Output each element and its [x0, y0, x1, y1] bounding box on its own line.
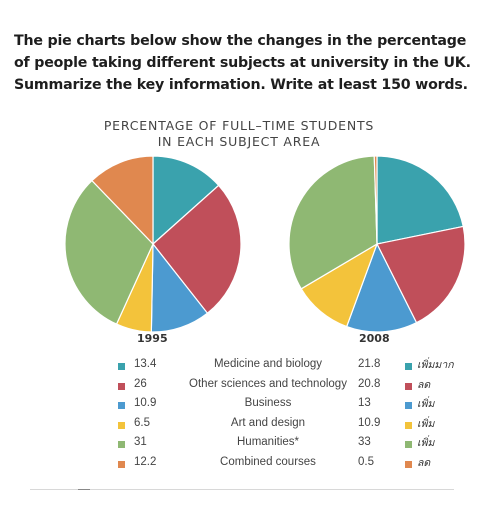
pie-slice-2008-humanities [288, 155, 378, 290]
legend-swatch-1995 [118, 441, 125, 449]
category-label: Humanities* [237, 436, 299, 449]
pie-chart-2008 [288, 155, 466, 333]
value-2008: 13 [358, 397, 371, 410]
legend-swatch-1995 [118, 363, 125, 370]
value-1995: 10.9 [134, 397, 157, 410]
legend-row-humanities: 31 Humanities* 33 เพิ่ม [0, 436, 478, 455]
pie-slice-1995-other-sciences-and-technology [152, 184, 242, 315]
handwritten-note: เพิ่ม [417, 417, 435, 430]
value-2008: 21.8 [358, 358, 381, 370]
prompt-line-3: Summarize the key information. Write at … [14, 77, 468, 93]
category-label: Medicine and biology [213, 358, 323, 370]
pie-chart-1995 [64, 155, 242, 333]
legend-swatch-1995 [118, 382, 125, 390]
pie-slice-2008-other-sciences-and-technology [376, 225, 466, 324]
legend-row-business: 10.9 Business 13 เพิ่ม [0, 397, 478, 416]
prompt-line-2: of people taking different subjects at u… [14, 55, 471, 71]
value-1995: 13.4 [134, 358, 157, 370]
legend-swatch-2008 [405, 421, 412, 429]
handwritten-note: เพิ่ม [417, 437, 435, 450]
pie-slice-1995-medicine-and-biology [152, 155, 220, 246]
category-label: Business [244, 397, 292, 410]
pie-slice-1995-combined-courses [91, 155, 154, 246]
category-label: Art and design [230, 416, 306, 429]
pie-slice-2008-combined-courses [373, 155, 378, 245]
legend-row-art-and-design: 6.5 Art and design 10.9 เพิ่ม [0, 417, 478, 436]
handwritten-note: ลด [417, 378, 431, 391]
value-2008: 33 [358, 436, 371, 449]
handwritten-note: ลด [417, 457, 431, 469]
legend-swatch-2008 [405, 382, 412, 390]
category-label: Other sciences and technology [189, 377, 347, 390]
value-2008: 10.9 [358, 416, 381, 429]
legend-swatch-2008 [405, 441, 412, 449]
value-1995: 31 [134, 436, 147, 449]
legend-swatch-2008 [405, 402, 412, 410]
legend-swatch-2008 [405, 363, 412, 370]
task-prompt: The pie charts below show the changes in… [14, 30, 471, 96]
legend-row-combined-courses: 12.2 Combined courses 0.5 ลด [0, 456, 478, 475]
value-1995: 26 [134, 377, 147, 390]
handwritten-note: เพิ่มมาก [417, 359, 454, 371]
legend-row-medicine-and-biology: 13.4 Medicine and biology 21.8 เพิ่มมาก [0, 358, 478, 377]
handwritten-note: เพิ่ม [417, 398, 435, 411]
chart-title-line-1: PERCENTAGE OF FULL–TIME STUDENTS [103, 118, 375, 133]
pie-slice-2008-medicine-and-biology [376, 155, 464, 245]
legend-swatch-2008 [405, 461, 412, 468]
value-1995: 12.2 [134, 456, 157, 468]
year-label-2008: 2008 [359, 332, 390, 345]
divider [30, 489, 454, 490]
value-2008: 0.5 [358, 456, 374, 468]
value-2008: 20.8 [358, 377, 381, 390]
legend-swatch-1995 [118, 421, 125, 429]
value-1995: 6.5 [134, 416, 150, 429]
year-label-1995: 1995 [137, 332, 168, 345]
divider-mark [78, 489, 90, 490]
chart-title-line-2: IN EACH SUBJECT AREA [157, 134, 321, 149]
legend-swatch-1995 [118, 402, 125, 410]
category-label: Combined courses [220, 456, 316, 468]
pie-slice-2008-business [345, 242, 418, 333]
legend-row-other-sciences-and-technology: 26 Other sciences and technology 20.8 ลด [0, 378, 478, 397]
legend-swatch-1995 [118, 461, 125, 468]
pie-slice-1995-humanities [64, 179, 154, 325]
prompt-line-1: The pie charts below show the changes in… [14, 33, 467, 49]
